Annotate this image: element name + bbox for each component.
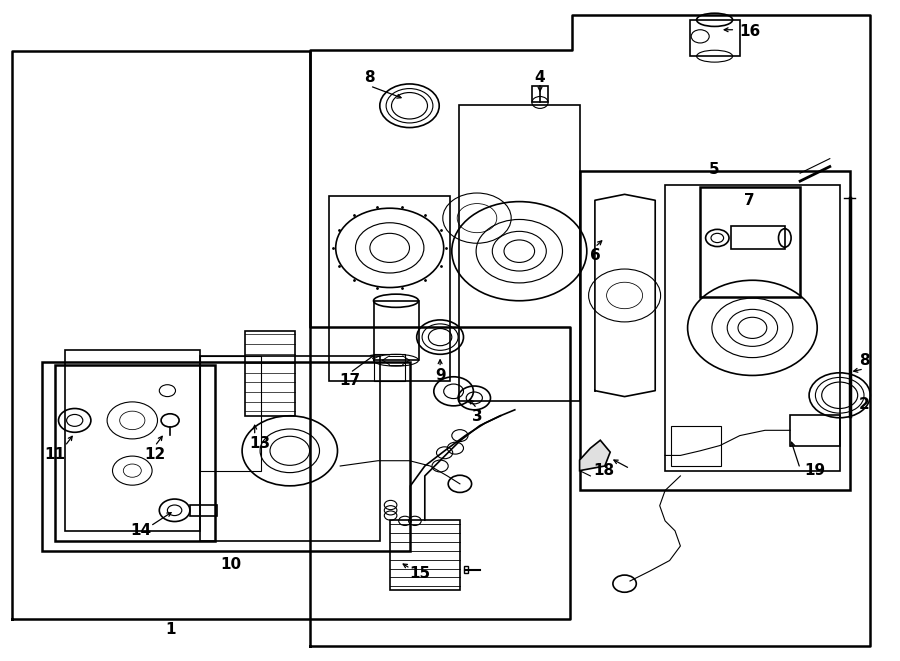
Text: 12: 12 bbox=[144, 447, 166, 461]
Text: 18: 18 bbox=[594, 463, 615, 478]
Bar bbox=[671, 426, 721, 466]
Bar bbox=[532, 86, 548, 102]
Bar bbox=[65, 350, 200, 531]
Text: 8: 8 bbox=[364, 71, 375, 85]
Text: 2: 2 bbox=[859, 397, 869, 412]
Text: 11: 11 bbox=[44, 447, 66, 461]
Bar bbox=[42, 362, 410, 551]
Text: 1: 1 bbox=[166, 622, 176, 637]
Bar bbox=[190, 505, 217, 516]
Bar bbox=[200, 356, 261, 471]
Polygon shape bbox=[580, 440, 610, 471]
Bar bbox=[390, 520, 460, 590]
Text: 8: 8 bbox=[859, 354, 869, 368]
Bar bbox=[459, 105, 580, 401]
Text: 17: 17 bbox=[339, 373, 361, 388]
Bar bbox=[55, 365, 215, 541]
Text: 16: 16 bbox=[740, 24, 761, 38]
Text: 6: 6 bbox=[590, 249, 600, 263]
Text: 5: 5 bbox=[709, 163, 720, 177]
Bar bbox=[374, 354, 405, 381]
Text: 19: 19 bbox=[805, 463, 825, 478]
Bar bbox=[690, 20, 740, 56]
Text: 10: 10 bbox=[220, 557, 241, 572]
Text: 13: 13 bbox=[249, 436, 271, 451]
Bar bbox=[374, 301, 419, 360]
Bar bbox=[245, 330, 295, 416]
Bar bbox=[464, 566, 468, 573]
Text: 15: 15 bbox=[410, 566, 431, 581]
Text: 3: 3 bbox=[472, 409, 482, 424]
Bar bbox=[731, 226, 785, 249]
Bar bbox=[580, 171, 850, 490]
Text: 14: 14 bbox=[130, 524, 151, 538]
Text: 7: 7 bbox=[744, 193, 755, 208]
Bar bbox=[700, 187, 800, 297]
Bar bbox=[665, 185, 840, 471]
Text: 4: 4 bbox=[535, 71, 545, 85]
Bar bbox=[200, 356, 380, 541]
Text: 9: 9 bbox=[435, 368, 446, 383]
Bar bbox=[790, 415, 840, 446]
Bar bbox=[329, 196, 450, 381]
